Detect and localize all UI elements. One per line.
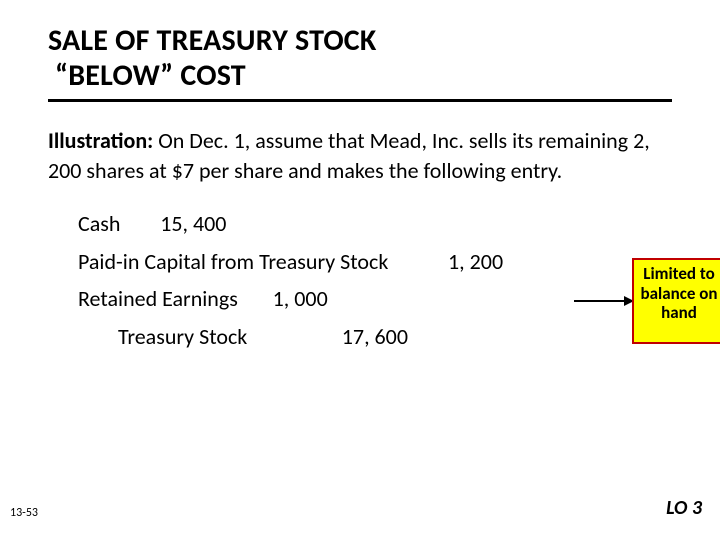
callout-box: Limited to balance on hand bbox=[632, 258, 720, 344]
callout-connector bbox=[574, 300, 632, 302]
slide: SALE OF TREASURY STOCK “BELOW” COST Illu… bbox=[0, 0, 720, 540]
journal-amount: 1, 000 bbox=[273, 280, 328, 317]
journal-row: Paid-in Capital from Treasury Stock 1, 2… bbox=[78, 243, 672, 280]
journal-amount: 17, 600 bbox=[342, 318, 408, 355]
illustration-label: Illustration: bbox=[48, 127, 153, 154]
journal-account: Cash bbox=[78, 205, 120, 242]
journal-row: Cash 15, 400 bbox=[78, 205, 672, 242]
illustration-paragraph: Illustration: On Dec. 1, assume that Mea… bbox=[48, 126, 672, 185]
journal-amount: 1, 200 bbox=[448, 243, 503, 280]
journal-entries: Cash 15, 400 Paid-in Capital from Treasu… bbox=[78, 205, 672, 355]
slide-title: SALE OF TREASURY STOCK “BELOW” COST bbox=[48, 24, 672, 93]
title-divider bbox=[48, 99, 672, 102]
journal-account: Paid-in Capital from Treasury Stock bbox=[78, 243, 388, 280]
learning-objective: LO 3 bbox=[666, 496, 702, 520]
journal-amount: 15, 400 bbox=[160, 205, 226, 242]
page-number: 13-53 bbox=[10, 506, 38, 520]
journal-row: Retained Earnings 1, 000 bbox=[78, 280, 672, 317]
title-line-2: “BELOW” COST bbox=[55, 57, 246, 94]
callout-text: Limited to balance on hand bbox=[641, 263, 718, 323]
journal-row: Treasury Stock 17, 600 bbox=[78, 318, 672, 355]
journal-account: Treasury Stock bbox=[118, 318, 247, 355]
journal-account: Retained Earnings bbox=[78, 280, 238, 317]
title-line-1: SALE OF TREASURY STOCK bbox=[48, 22, 377, 59]
